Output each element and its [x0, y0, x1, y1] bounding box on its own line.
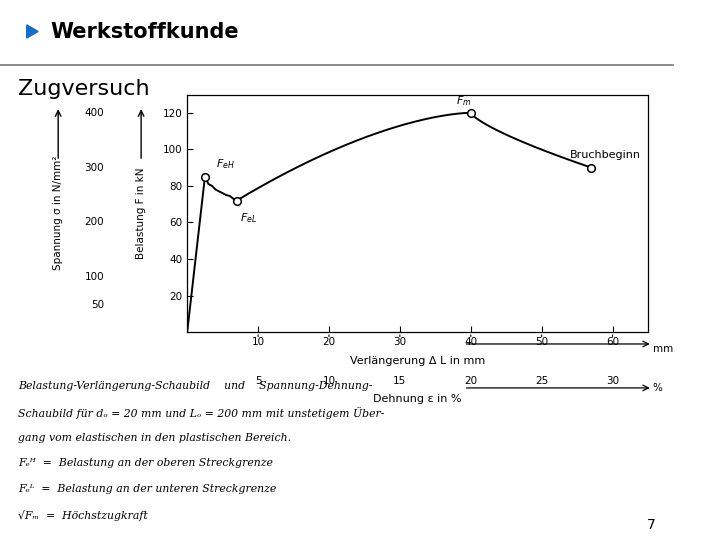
Text: Bruchbeginn: Bruchbeginn — [570, 150, 641, 160]
Text: Zugversuch: Zugversuch — [18, 79, 150, 99]
Text: 20: 20 — [464, 376, 477, 386]
Text: √Fₘ  =  Höchstzugkraft: √Fₘ = Höchstzugkraft — [18, 510, 148, 521]
Text: Belastung F in kN: Belastung F in kN — [136, 167, 146, 259]
Text: Fₑᴸ  =  Belastung an der unteren Streckgrenze: Fₑᴸ = Belastung an der unteren Streckgre… — [18, 484, 276, 495]
Text: $F_{eH}$: $F_{eH}$ — [215, 158, 235, 171]
Text: %: % — [652, 383, 662, 393]
Text: 25: 25 — [535, 376, 549, 386]
Text: Spannung σ in N/mm²: Spannung σ in N/mm² — [53, 156, 63, 271]
Text: $F_m$: $F_m$ — [456, 94, 472, 108]
Text: 30: 30 — [606, 376, 619, 386]
Text: 10: 10 — [323, 376, 336, 386]
Text: 300: 300 — [85, 163, 104, 173]
Text: $F_{eL}$: $F_{eL}$ — [240, 212, 258, 225]
Text: mm: mm — [652, 344, 673, 354]
Text: gang vom elastischen in den plastischen Bereich.: gang vom elastischen in den plastischen … — [18, 433, 291, 443]
Text: 7: 7 — [647, 518, 655, 532]
Text: 400: 400 — [85, 108, 104, 118]
Text: Schaubild für dₒ = 20 mm und Lₒ = 200 mm mit unstetigem Über-: Schaubild für dₒ = 20 mm und Lₒ = 200 mm… — [18, 407, 384, 418]
Text: Belastung-Verlängerung-Schaubild    und    Spannung-Dehnung-: Belastung-Verlängerung-Schaubild und Spa… — [18, 381, 372, 391]
Text: 15: 15 — [393, 376, 407, 386]
Text: 50: 50 — [91, 300, 104, 309]
Text: Dehnung ε in %: Dehnung ε in % — [374, 394, 462, 404]
Text: Fₑᴴ  =  Belastung an der oberen Streckgrenze: Fₑᴴ = Belastung an der oberen Streckgren… — [18, 458, 273, 469]
Text: 200: 200 — [85, 218, 104, 227]
Text: Werkstoffkunde: Werkstoffkunde — [50, 22, 239, 43]
Text: 5: 5 — [255, 376, 261, 386]
Text: 100: 100 — [85, 272, 104, 282]
Text: Verlängerung Δ L in mm: Verlängerung Δ L in mm — [350, 356, 485, 366]
